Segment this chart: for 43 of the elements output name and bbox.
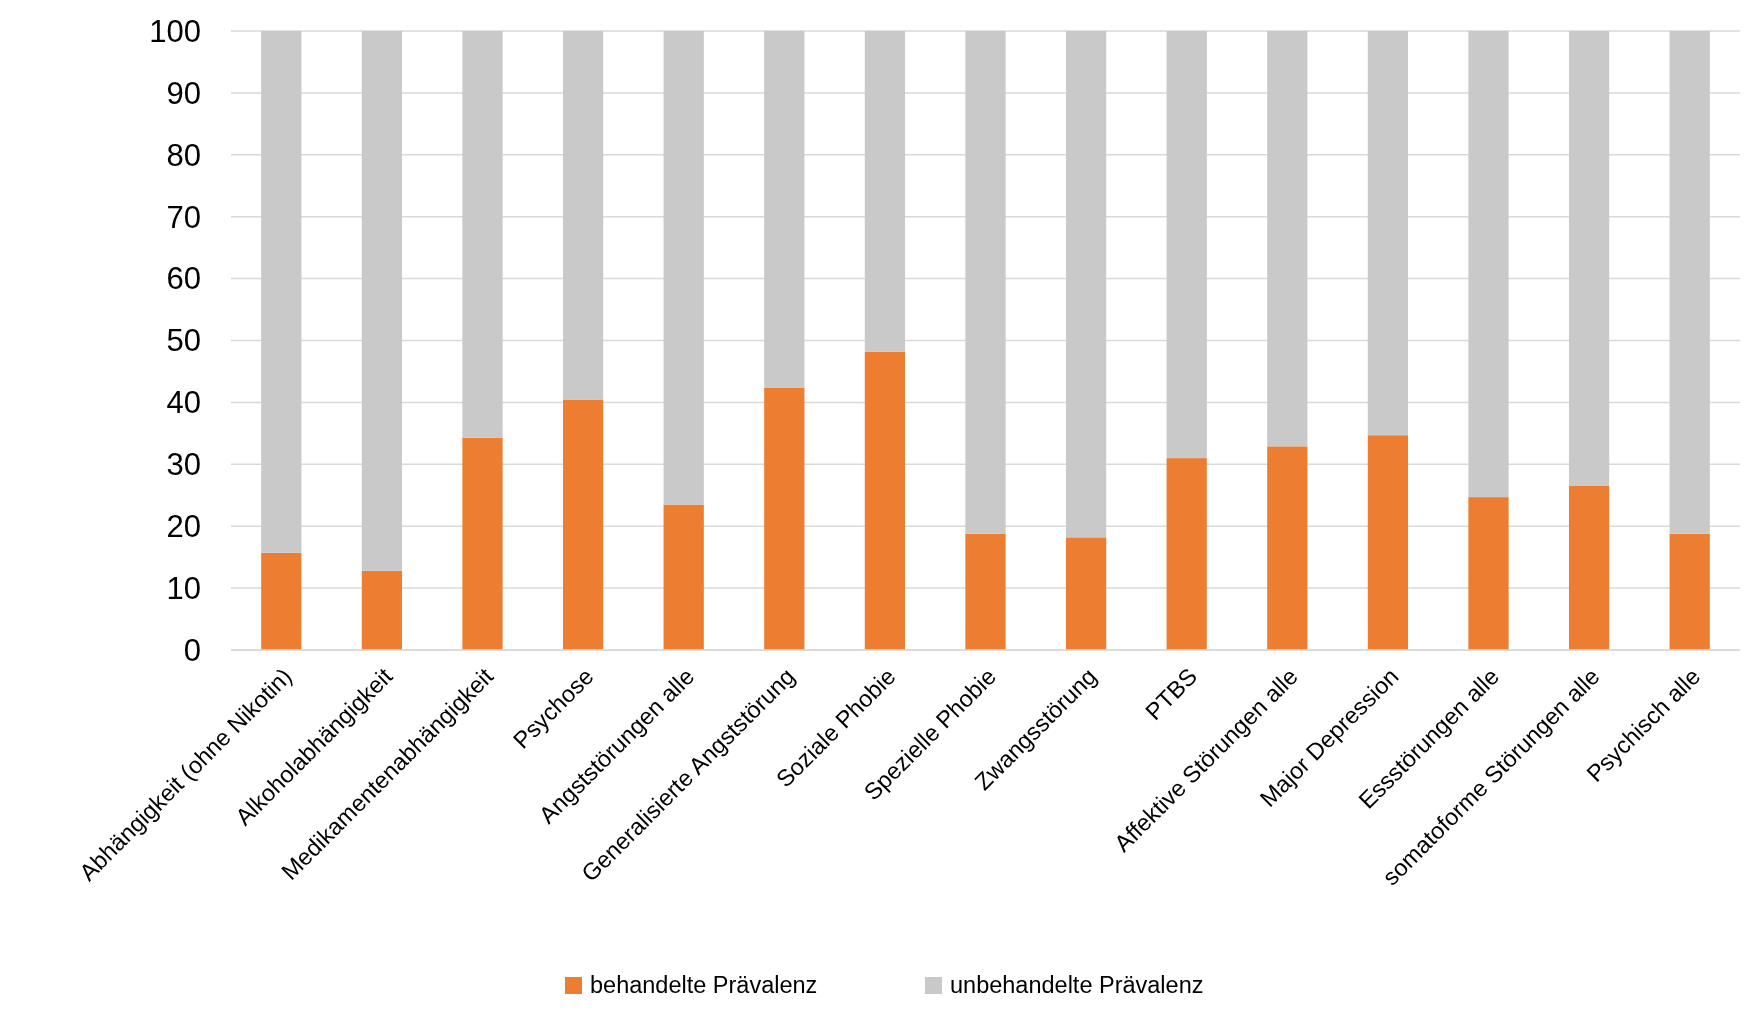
bar [261,552,302,650]
bar [864,351,906,650]
bar [1065,537,1107,650]
bar [663,504,704,650]
bar [462,437,503,650]
bar [261,31,302,553]
bar [1267,31,1308,447]
y-tick-label: 30 [166,447,201,483]
bar [764,31,805,388]
bar [361,570,403,650]
bar [1669,533,1710,650]
bar [965,31,1006,534]
bar [462,31,503,438]
bar [663,31,704,505]
bar [1367,31,1409,436]
y-tick-label: 100 [149,13,201,49]
bar [1568,31,1610,486]
bar [562,31,604,400]
bar [1166,31,1207,459]
y-tick-label: 40 [166,385,201,421]
bar [1367,435,1409,650]
y-tick-label: 10 [166,570,201,606]
bar [1468,31,1509,498]
bar [1669,31,1710,534]
legend-label: behandelte Prävalenz [590,972,818,998]
bar [1166,458,1207,650]
bar [562,399,604,650]
y-tick-label: 60 [166,261,201,297]
legend-label: unbehandelte Prävalenz [950,972,1204,998]
bar [361,31,403,571]
bar [1468,497,1509,650]
bar [1065,31,1107,538]
y-tick-label: 90 [166,75,201,111]
bar [965,533,1006,650]
bar [1267,446,1308,650]
y-tick-label: 50 [166,323,201,359]
y-tick-label: 80 [166,137,201,173]
bar [864,31,906,352]
y-tick-label: 20 [166,509,201,545]
y-tick-label: 70 [166,199,201,235]
bar [764,387,805,650]
y-tick-label: 0 [183,632,201,668]
bar [1568,485,1610,650]
